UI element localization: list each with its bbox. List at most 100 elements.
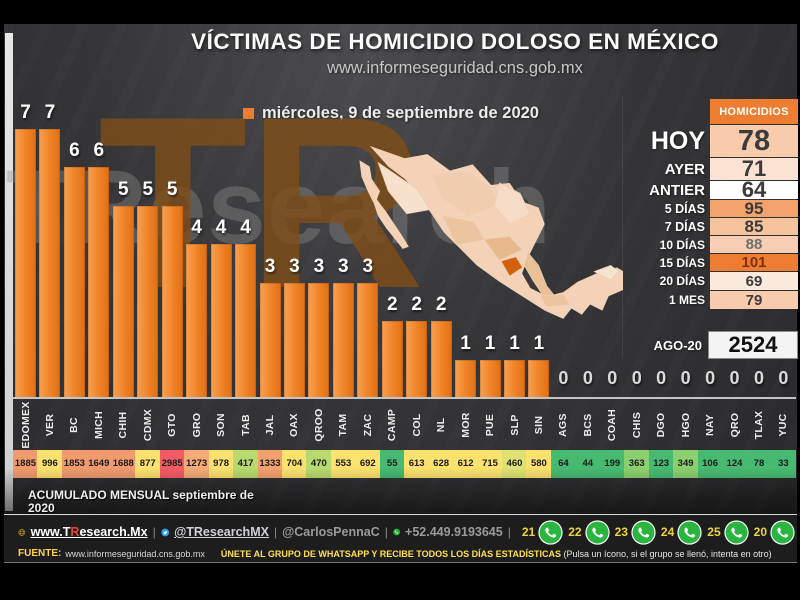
monthly-cell-qro: 124 [722, 450, 747, 478]
state-label-text: COAH [606, 408, 619, 442]
whatsapp-group-24[interactable]: 24 [661, 519, 702, 545]
monthly-cell-sin: 580 [526, 450, 552, 478]
monthly-cell-tab: 417 [233, 450, 258, 478]
whatsapp-icon[interactable] [538, 519, 563, 545]
panel-row-label: ANTIER [649, 181, 705, 199]
state-label-ver: VER [37, 401, 62, 449]
monthly-cell-mor: 612 [453, 450, 479, 478]
whatsapp-group-count: 22 [568, 525, 582, 539]
source-url: www.informeseguridad.cns.gob.mx [65, 548, 205, 559]
whatsapp-icon[interactable] [631, 519, 656, 545]
state-label-dgo: DGO [649, 401, 674, 449]
panel-row-15-días: 15 DÍAS 101 [540, 254, 798, 271]
globe-icon [18, 528, 26, 536]
cta-note-text: (Pulsa un ícono, si el grupo se llenó, i… [563, 548, 772, 559]
mexico-map [359, 145, 623, 319]
monthly-cell-tlax: 78 [746, 450, 772, 478]
chart-baseline [12, 397, 796, 399]
monthly-cell-son: 978 [208, 450, 234, 478]
monthly-cell-camp: 55 [379, 450, 405, 478]
state-label-oax: OAX [282, 401, 307, 449]
panel-row-label: AYER [664, 160, 705, 178]
state-label-text: COL [410, 413, 423, 437]
whatsapp-icon[interactable] [724, 519, 749, 545]
panel-row-ayer: AYER 71 [540, 156, 798, 181]
footer-source-row: FUENTE: www.informeseguridad.cns.gob.mx … [18, 546, 795, 561]
monthly-cell-hgo: 349 [673, 450, 699, 478]
whatsapp-group-count: 21 [521, 525, 536, 539]
site-link-accent: R [70, 525, 80, 539]
state-label-text: TLAX [753, 410, 765, 440]
page-title: VÍCTIMAS DE HOMICIDIO DOLOSO EN MÉXICO [191, 29, 719, 54]
whatsapp-group-21[interactable]: 21 [521, 519, 563, 545]
panel-row-value: 79 [710, 291, 798, 309]
state-label-text: MOR [459, 412, 472, 438]
panel-row-value: 85 [710, 217, 798, 236]
monthly-cell-ver: 996 [37, 450, 63, 478]
state-label-chis: CHIS [624, 401, 649, 449]
whatsapp-group-22[interactable]: 22 [568, 519, 610, 545]
mexico-mainland [369, 145, 623, 319]
state-label-mich: MICH [86, 401, 111, 449]
monthly-cell-dgo: 123 [648, 450, 674, 478]
state-label-text: DGO [655, 412, 668, 438]
whatsapp-group-25[interactable]: 25 [707, 519, 749, 545]
panel-row-10-días: 10 DÍAS 88 [540, 236, 798, 253]
twitter-handle-link[interactable]: @TResearchMX [174, 525, 269, 539]
state-label-text: ZAC [361, 413, 374, 437]
panel-row-20-días: 20 DÍAS 69 [540, 272, 798, 290]
monthly-cell-oax: 704 [281, 450, 307, 478]
state-label-text: HGO [679, 412, 692, 438]
state-label-text: SIN [532, 415, 545, 435]
whatsapp-group-23[interactable]: 23 [614, 519, 656, 545]
monthly-cell-col: 613 [404, 450, 430, 478]
panel-row-value: 69 [710, 272, 798, 290]
state-label-jal: JAL [258, 401, 283, 449]
panel-row-label: 5 DÍAS [664, 201, 705, 216]
whatsapp-icon[interactable] [770, 519, 795, 545]
state-label-text: JAL [264, 414, 276, 436]
whatsapp-icon [393, 528, 400, 536]
state-label-text: SLP [508, 414, 521, 436]
panel-row-label: 15 DÍAS [659, 255, 705, 270]
separator: | [273, 525, 278, 539]
whatsapp-groups: 21 22 23 24 25 20 [521, 519, 795, 545]
site-link[interactable]: www.TResearch.Mx [31, 525, 148, 539]
state-label-text: VER [43, 413, 56, 437]
state-label-text: NL [435, 417, 448, 433]
whatsapp-icon[interactable] [677, 519, 702, 545]
state-label-cdmx: CDMX [135, 401, 160, 449]
panel-row-1-mes: 1 MES 79 [540, 291, 798, 309]
monthly-cell-zac: 692 [355, 450, 381, 478]
whatsapp-icon[interactable] [584, 519, 610, 545]
monthly-cell-pue: 715 [477, 450, 503, 478]
whatsapp-group-20[interactable]: 20 [754, 519, 795, 545]
state-label-text: PUE [484, 413, 497, 437]
state-label-hgo: HGO [673, 401, 698, 449]
state-label-sin: SIN [526, 401, 551, 449]
panel-row-value: 88 [710, 236, 798, 253]
monthly-cell-nl: 628 [428, 450, 454, 478]
state-label-text: GRO [190, 412, 203, 438]
site-link-prefix: www.T [30, 525, 71, 539]
whatsapp-group-count: 23 [614, 525, 628, 539]
monthly-cell-slp: 460 [502, 450, 527, 478]
state-label-text: NAY [704, 413, 717, 437]
panel-row-value: 71 [710, 156, 798, 181]
state-label-text: QRO [728, 412, 741, 438]
state-label-son: SON [209, 401, 234, 449]
monthly-cell-ags: 64 [550, 450, 576, 478]
whatsapp-group-count: 25 [707, 525, 721, 539]
state-label-text: EDOMEX [19, 401, 32, 449]
panel-row-antier: ANTIER 64 [540, 177, 798, 202]
monthly-cell-jal: 1333 [257, 450, 283, 478]
state-label-text: CDMX [141, 408, 154, 442]
state-label-edomex: EDOMEX [13, 401, 38, 449]
monthly-cell-cdmx: 877 [135, 450, 161, 478]
state-label-qro: QRO [722, 401, 747, 449]
site-link-suffix: esearch.Mx [79, 525, 148, 539]
twitter-icon[interactable] [161, 522, 169, 543]
state-label-text: TAM [337, 413, 350, 437]
state-label-mor: MOR [453, 401, 478, 449]
